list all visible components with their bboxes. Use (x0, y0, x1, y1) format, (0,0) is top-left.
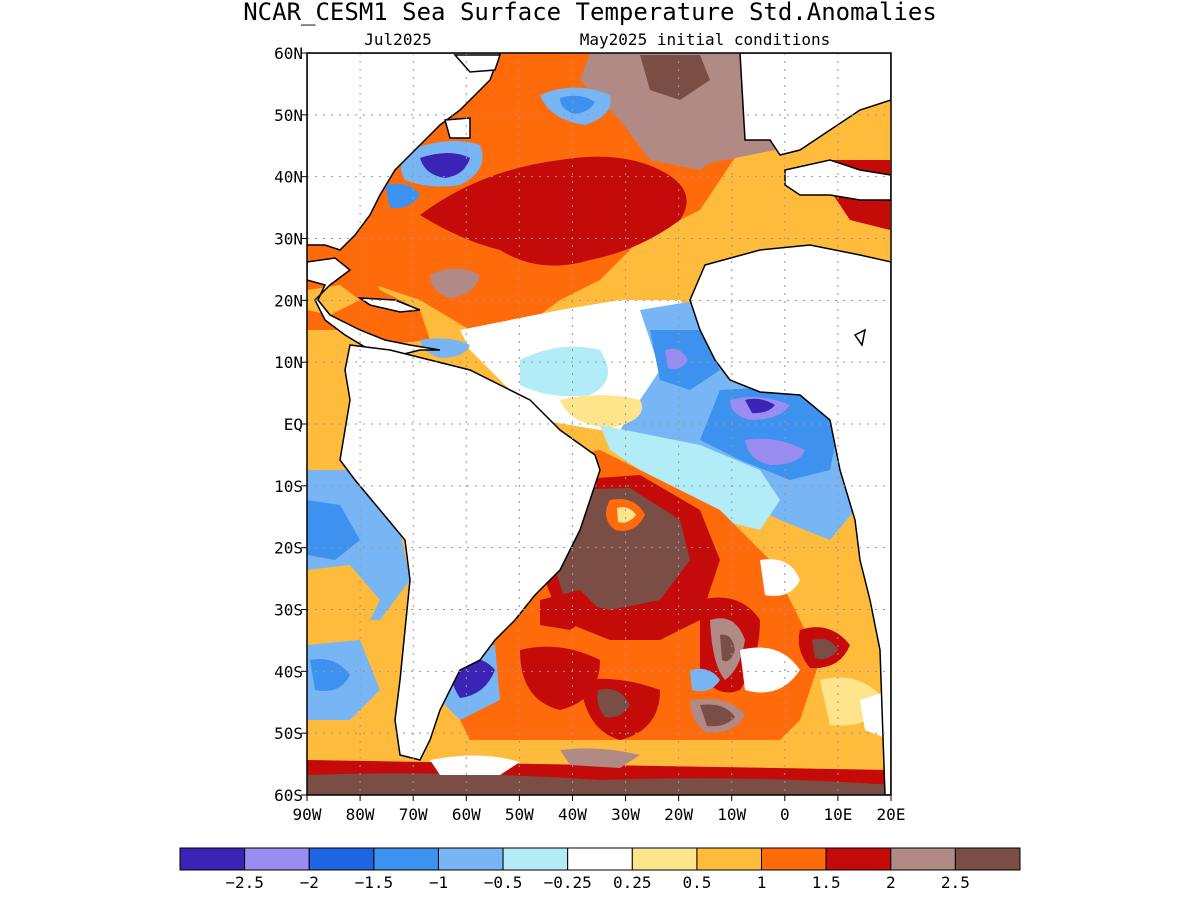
colorbar-label: −1.5 (355, 873, 394, 892)
colorbar-swatch (696, 847, 763, 871)
graticule (307, 53, 891, 795)
lat-label: 10N (274, 353, 303, 372)
colorbar-label: −0.25 (544, 873, 592, 892)
colorbar-swatch (244, 847, 310, 871)
colorbar-swatch (437, 847, 504, 871)
lat-label: 50N (274, 106, 303, 125)
sst-anomaly-map (307, 53, 891, 795)
lon-label: 10W (717, 805, 746, 824)
lat-label: 20N (274, 291, 303, 310)
colorbar-label: −2.5 (225, 873, 264, 892)
lat-label: 50S (274, 724, 303, 743)
lat-label: 20S (274, 539, 303, 558)
lon-label: 10E (823, 805, 852, 824)
lat-label: 60N (274, 44, 303, 63)
colorbar-swatch (308, 847, 375, 871)
lat-label: 10S (274, 477, 303, 496)
lon-label: 90W (293, 805, 322, 824)
lon-label: 20E (877, 805, 906, 824)
land-outlines (307, 53, 891, 795)
colorbar-swatch (179, 847, 246, 871)
colorbar-swatch (631, 847, 698, 871)
colorbar-swatch (825, 847, 892, 871)
initial-conditions-label: May2025 initial conditions (580, 30, 830, 49)
lon-label: 80W (346, 805, 375, 824)
lon-label: 0 (780, 805, 790, 824)
lon-label: 70W (399, 805, 428, 824)
longitude-labels: 90W 80W 70W 60W 50W 40W 30W 20W 10W 0 10E 20E (293, 795, 906, 824)
colorbar-swatch (502, 847, 569, 871)
colorbar-swatch (761, 847, 827, 871)
colorbar-swatch (373, 847, 439, 871)
lat-label: 30N (274, 230, 303, 249)
colorbar-label: 2.5 (941, 873, 970, 892)
colorbar-label: 0.5 (682, 873, 711, 892)
colorbar-label: 1 (757, 873, 767, 892)
colorbar-label: −0.5 (484, 873, 523, 892)
latitude-labels: 60N 50N 40N 30N 20N 10N EQ 10S 20S 30S 40S 50S 60S (274, 44, 307, 805)
lat-label: 40S (274, 662, 303, 681)
lon-label: 20W (664, 805, 693, 824)
colorbar-label: 2 (886, 873, 896, 892)
figure-title: NCAR_CESM1 Sea Surface Temperature Std.A… (243, 0, 937, 26)
colorbar-label: 1.5 (812, 873, 841, 892)
colorbar-swatch (567, 847, 633, 871)
lat-label: 30S (274, 601, 303, 620)
lat-label: EQ (284, 415, 303, 434)
lat-label: 60S (274, 786, 303, 805)
lon-label: 60W (452, 805, 481, 824)
lon-label: 40W (558, 805, 587, 824)
lon-label: 50W (505, 805, 534, 824)
colorbar-label: 0.25 (613, 873, 652, 892)
colorbar-label: −2 (300, 873, 319, 892)
lat-label: 40N (274, 168, 303, 187)
valid-month-label: Jul2025 (364, 30, 431, 49)
colorbar-swatch (890, 847, 956, 871)
colorbar-swatch (954, 847, 1021, 871)
colorbar: −2.5 −2 −1.5 −1 −0.5 −0.25 0.25 0.5 1 1.5 2 2.5 (179, 847, 1021, 892)
colorbar-label: −1 (429, 873, 448, 892)
lon-label: 30W (611, 805, 640, 824)
